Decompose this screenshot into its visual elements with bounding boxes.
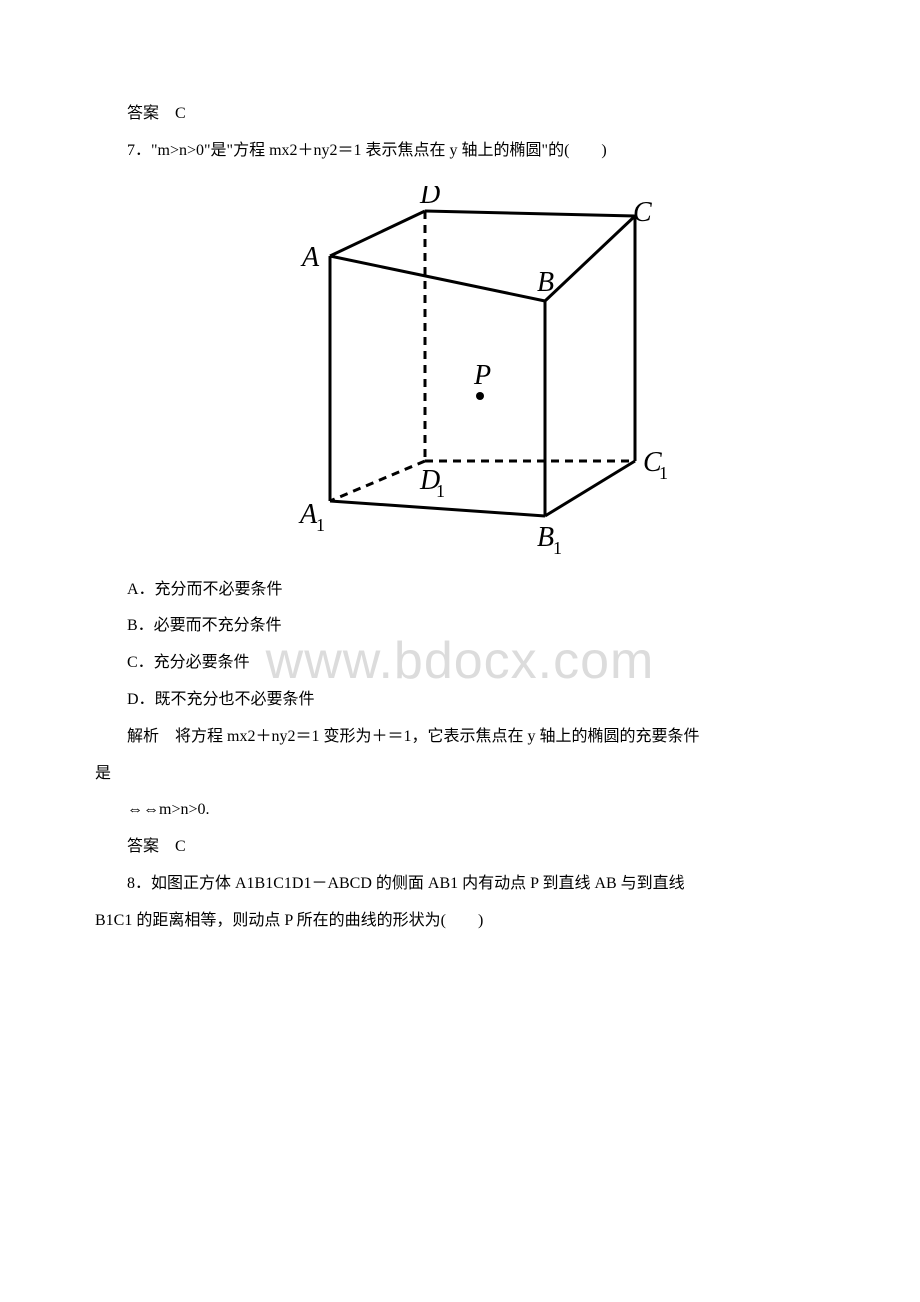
document-content: 答案 C 7．"m>n>0"是"方程 mx2＋ny2＝1 表示焦点在 y 轴上的… bbox=[95, 100, 825, 936]
svg-text:B: B bbox=[537, 267, 554, 298]
answer-7: 答案 C bbox=[95, 833, 825, 862]
answer-label: 答案 bbox=[127, 838, 159, 855]
option-c: C．充分必要条件 bbox=[95, 649, 825, 678]
analysis-7-cont: 是 bbox=[95, 760, 825, 789]
q7-text: 7．"m>n>0"是"方程 mx2＋ny2＝1 表示焦点在 y 轴上的椭圆"的( bbox=[127, 142, 569, 159]
cube-diagram: DCABPD1C1A1B1 bbox=[250, 186, 670, 556]
analysis-label: 解析 bbox=[127, 728, 159, 745]
answer-6: 答案 C bbox=[95, 100, 825, 129]
option-a: A．充分而不必要条件 bbox=[95, 576, 825, 605]
analysis-text2: ⇔⇔m>n>0. bbox=[95, 796, 825, 825]
q7-close: ) bbox=[601, 142, 606, 159]
svg-text:P: P bbox=[473, 360, 491, 391]
q8-blank bbox=[446, 912, 478, 929]
svg-text:1: 1 bbox=[553, 538, 562, 556]
cube-figure: DCABPD1C1A1B1 bbox=[95, 186, 825, 556]
question-7: 7．"m>n>0"是"方程 mx2＋ny2＝1 表示焦点在 y 轴上的椭圆"的(… bbox=[95, 137, 825, 166]
svg-text:B: B bbox=[537, 522, 554, 553]
svg-text:C: C bbox=[633, 197, 652, 228]
answer-label: 答案 bbox=[127, 105, 159, 122]
q7-blank bbox=[569, 142, 601, 159]
svg-text:A: A bbox=[298, 499, 318, 530]
option-b: B．必要而不充分条件 bbox=[95, 612, 825, 641]
question-8-line2: B1C1 的距离相等，则动点 P 所在的曲线的形状为( ) bbox=[95, 907, 825, 936]
svg-text:A: A bbox=[300, 242, 320, 273]
analysis-text1: 将方程 mx2＋ny2＝1 变形为＋＝1，它表示焦点在 y 轴上的椭圆的充要条件 bbox=[175, 728, 699, 745]
svg-text:1: 1 bbox=[316, 515, 325, 535]
svg-text:D: D bbox=[419, 186, 440, 210]
answer-value: C bbox=[175, 838, 186, 855]
answer-value: C bbox=[175, 105, 186, 122]
option-d: D．既不充分也不必要条件 bbox=[95, 686, 825, 715]
svg-text:1: 1 bbox=[659, 463, 668, 483]
q8-close: ) bbox=[478, 912, 483, 929]
question-8: 8．如图正方体 A1B1C1D1－ABCD 的侧面 AB1 内有动点 P 到直线… bbox=[95, 870, 825, 899]
q8-text1: 8．如图正方体 A1B1C1D1－ABCD 的侧面 AB1 内有动点 P 到直线… bbox=[127, 875, 685, 892]
q8-text2: B1C1 的距离相等，则动点 P 所在的曲线的形状为( bbox=[95, 912, 446, 929]
svg-text:1: 1 bbox=[436, 481, 445, 501]
analysis-7: 解析 将方程 mx2＋ny2＝1 变形为＋＝1，它表示焦点在 y 轴上的椭圆的充… bbox=[95, 723, 825, 752]
